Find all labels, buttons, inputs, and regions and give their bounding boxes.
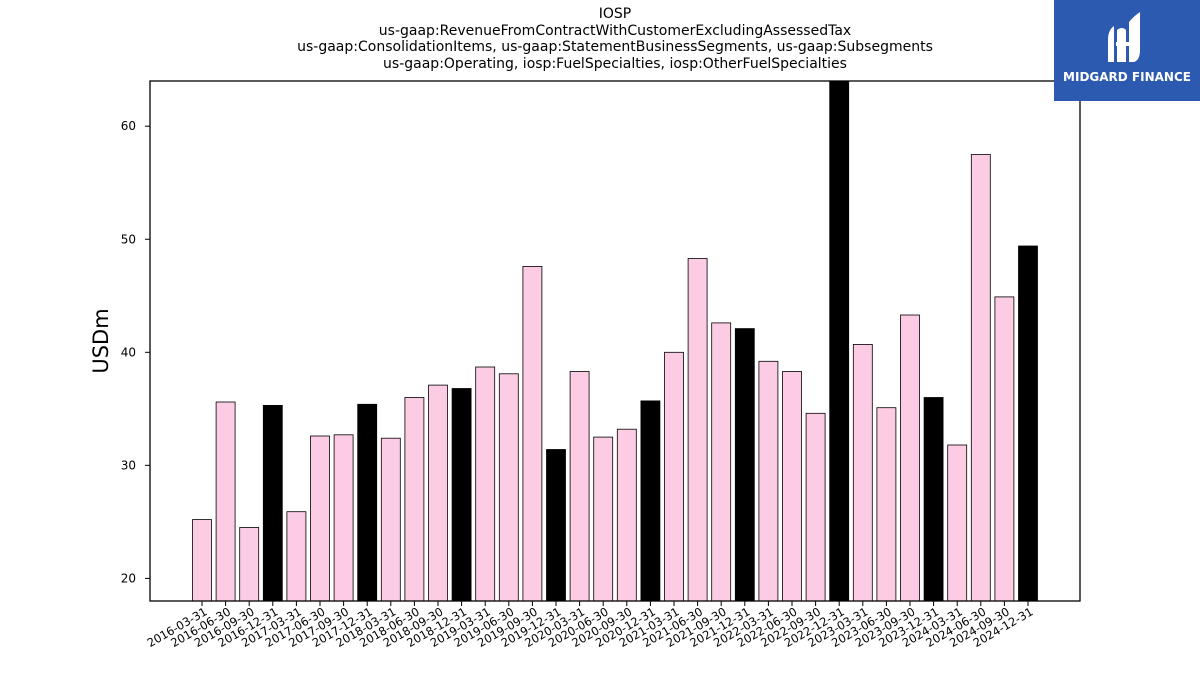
- y-tick-label-50: 50: [121, 232, 136, 246]
- bar-2022-03-31: [758, 360, 779, 602]
- bar-2019-12-31: [546, 449, 566, 602]
- bar-2022-12-31: [829, 80, 850, 602]
- bar-2020-09-30: [616, 428, 637, 602]
- bar-2017-06-30: [310, 435, 330, 602]
- bar-2023-03-31: [852, 343, 873, 602]
- bar-2018-09-30: [428, 384, 448, 602]
- bar-2018-06-30: [404, 397, 425, 602]
- logo-background: [1054, 0, 1200, 101]
- bar-2016-03-31: [192, 519, 212, 602]
- bar-2020-03-31: [569, 371, 590, 602]
- bar-2023-09-30: [900, 314, 920, 602]
- bar-2024-09-30: [994, 296, 1015, 602]
- bar-2016-09-30: [239, 527, 260, 602]
- bar-2024-03-31: [947, 444, 968, 602]
- bar-2017-03-31: [286, 511, 307, 602]
- logo-text: MIDGARD FINANCE: [1063, 70, 1191, 84]
- bar-2021-09-30: [711, 322, 732, 602]
- bar-2021-03-31: [664, 351, 684, 602]
- plot-frame: [149, 80, 1081, 602]
- title-line-3: us-gaap:ConsolidationItems, us-gaap:Stat…: [297, 39, 933, 55]
- chart-title: IOSP us-gaap:RevenueFromContractWithCust…: [150, 6, 1080, 72]
- bar-2022-06-30: [782, 371, 802, 602]
- y-axis: 20 30 40 50 60: [121, 119, 150, 585]
- midgard-logo-icon: [1108, 12, 1140, 62]
- y-tick-label-60: 60: [121, 119, 136, 133]
- bars-group: [192, 80, 1038, 602]
- bar-2024-12-31: [1018, 245, 1038, 602]
- bar-2019-09-30: [522, 265, 543, 602]
- bar-2017-09-30: [333, 434, 354, 602]
- y-tick-label-20: 20: [121, 571, 136, 585]
- brand-logo: MIDGARD FINANCE: [1054, 0, 1200, 101]
- bar-2021-06-30: [687, 258, 708, 602]
- bar-2023-12-31: [923, 397, 944, 602]
- bar-2016-06-30: [215, 401, 236, 602]
- bar-2022-09-30: [805, 412, 826, 602]
- bar-2019-03-31: [475, 366, 496, 602]
- x-axis: 2016-03-312016-06-302016-09-302016-12-31…: [145, 601, 1036, 650]
- bar-2018-12-31: [451, 388, 472, 602]
- bar-2024-06-30: [970, 154, 991, 602]
- title-line-1: IOSP: [598, 6, 632, 22]
- title-line-4: us-gaap:Operating, iosp:FuelSpecialties,…: [383, 55, 847, 72]
- bar-2021-12-31: [734, 328, 755, 602]
- title-line-2: us-gaap:RevenueFromContractWithCustomerE…: [378, 22, 852, 39]
- y-tick-label-40: 40: [121, 345, 136, 359]
- bar-2019-06-30: [498, 373, 519, 602]
- bar-2020-12-31: [640, 400, 661, 602]
- y-axis-label: USDm: [89, 308, 113, 373]
- bar-2020-06-30: [593, 436, 614, 602]
- bar-2023-06-30: [876, 407, 897, 602]
- bar-2016-12-31: [262, 404, 283, 602]
- bar-2018-03-31: [380, 437, 401, 602]
- bar-2017-12-31: [357, 403, 378, 602]
- y-tick-label-30: 30: [121, 458, 136, 472]
